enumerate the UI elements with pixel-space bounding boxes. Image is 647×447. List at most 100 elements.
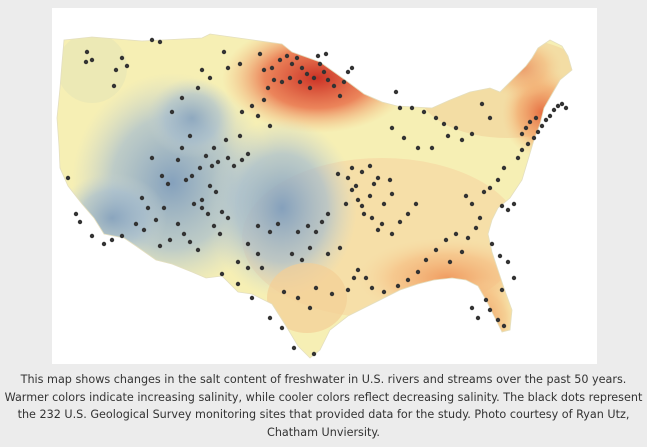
monitoring-site-dot [321,69,327,75]
monitoring-site-dot [325,211,331,217]
monitoring-site-dot [195,247,201,253]
monitoring-site-dot [375,175,381,181]
monitoring-site-dot [291,345,297,351]
monitoring-site-dot [447,259,453,265]
monitoring-site-dot [311,75,317,81]
monitoring-site-dot [267,123,273,129]
monitoring-site-dot [433,115,439,121]
monitoring-site-dot [469,305,475,311]
monitoring-site-dot [199,197,205,203]
monitoring-site-dot [77,219,83,225]
monitoring-site-dot [199,205,205,211]
monitoring-site-dot [519,147,525,153]
monitoring-site-dot [183,177,189,183]
monitoring-site-dot [335,171,341,177]
monitoring-site-dot [65,175,71,181]
monitoring-site-dot [207,75,213,81]
monitoring-site-dot [405,211,411,217]
map-caption: This map shows changes in the salt conte… [0,371,647,441]
monitoring-site-dot [261,97,267,103]
monitoring-site-dot [445,133,451,139]
monitoring-site-dot [453,231,459,237]
monitoring-site-dot [501,323,507,329]
monitoring-site-dot [371,181,377,187]
monitoring-site-dot [219,271,225,277]
monitoring-site-dot [453,125,459,131]
monitoring-site-dot [317,61,323,67]
monitoring-site-dot [409,105,415,111]
monitoring-site-dot [559,101,565,107]
monitoring-site-dot [277,57,283,63]
monitoring-site-dot [299,65,305,71]
monitoring-site-dot [353,183,359,189]
monitoring-site-dot [195,85,201,91]
monitoring-site-dot [325,77,331,83]
monitoring-site-dot [215,159,221,165]
monitoring-site-dot [555,103,561,109]
monitoring-site-dot [235,281,241,287]
monitoring-site-dot [245,265,251,271]
monitoring-site-dot [375,227,381,233]
monitoring-site-dot [237,61,243,67]
monitoring-site-dot [235,259,241,265]
monitoring-site-dot [187,133,193,139]
monitoring-site-dot [495,317,501,323]
monitoring-site-dot [119,55,125,61]
monitoring-site-dot [393,89,399,95]
caption-line-2: Warmer colors indicate increasing salini… [4,390,643,404]
monitoring-site-dot [225,65,231,71]
monitoring-site-dot [289,251,295,257]
monitoring-site-dot [533,115,539,121]
monitoring-site-dot [294,55,300,61]
monitoring-site-dot [379,221,385,227]
monitoring-site-dot [257,51,263,57]
caption-line-4: Chatham Unviersity. [267,425,380,439]
monitoring-site-dot [459,137,465,143]
monitoring-site-dot [511,201,517,207]
monitoring-site-dot [161,205,167,211]
monitoring-site-dot [531,135,537,141]
monitoring-site-dot [487,185,493,191]
monitoring-site-dot [223,137,229,143]
monitoring-site-dot [487,115,493,121]
monitoring-site-dot [203,153,209,159]
monitoring-site-dot [535,129,541,135]
monitoring-site-dot [369,285,375,291]
monitoring-site-dot [261,67,267,73]
monitoring-site-dot [289,61,295,67]
monitoring-site-dot [475,315,481,321]
monitoring-site-dot [295,229,301,235]
monitoring-site-dot [73,211,79,217]
monitoring-site-dot [473,225,479,231]
monitoring-site-dot [205,211,211,217]
monitoring-site-dot [231,163,237,169]
monitoring-site-dot [237,133,243,139]
monitoring-site-dot [189,173,195,179]
monitoring-site-dot [389,231,395,237]
monitoring-site-dot [331,83,337,89]
monitoring-site-dot [355,197,361,203]
monitoring-site-dot [381,289,387,295]
monitoring-site-dot [539,123,545,129]
monitoring-site-dot [169,109,175,115]
monitoring-site-dot [271,77,277,83]
monitoring-site-dot [505,259,511,265]
monitoring-site-dot [397,219,403,225]
monitoring-site-dot [307,245,313,251]
monitoring-site-dot [287,75,293,81]
monitoring-site-dot [369,215,375,221]
monitoring-site-dot [355,267,361,273]
monitoring-site-dot [175,221,181,227]
monitoring-site-dot [349,65,355,71]
monitoring-site-dot [343,201,349,207]
monitoring-site-dot [511,275,517,281]
monitoring-site-dot [217,231,223,237]
monitoring-site-dot [367,193,373,199]
monitoring-site-dot [255,113,261,119]
monitoring-site-dot [297,79,303,85]
monitoring-site-dot [157,243,163,249]
monitoring-site-dot [499,287,505,293]
monitoring-site-dot [181,231,187,237]
monitoring-site-dot [487,307,493,313]
monitoring-site-dot [345,175,351,181]
